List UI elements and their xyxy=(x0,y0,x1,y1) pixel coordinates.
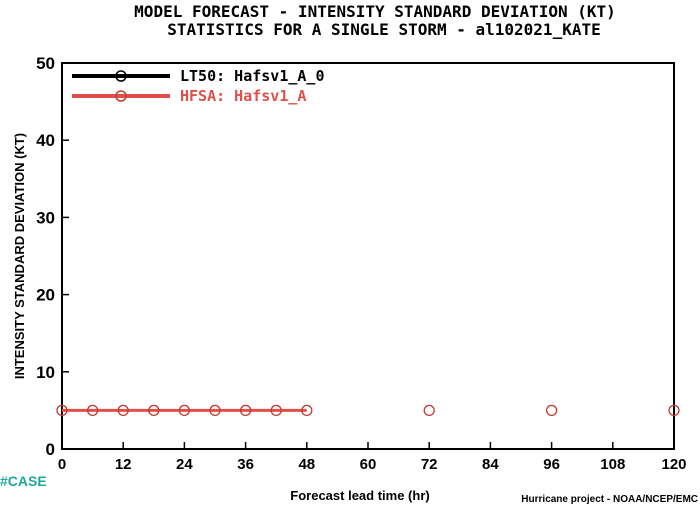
case-label: #CASE xyxy=(0,473,47,489)
x-tick-label: 96 xyxy=(543,456,560,473)
x-axis-label: Forecast lead time (hr) xyxy=(290,488,429,503)
y-tick-label: 40 xyxy=(36,131,55,150)
series-hfsa-point xyxy=(270,404,282,417)
chart-title: MODEL FORECAST - INTENSITY STANDARD DEVI… xyxy=(134,2,616,21)
y-tick-label: 10 xyxy=(36,363,55,382)
y-tick-label: 30 xyxy=(36,208,55,227)
x-tick-label: 24 xyxy=(176,456,193,473)
series-hfsa-point xyxy=(178,404,191,417)
series-hfsa-point xyxy=(239,404,252,417)
series-layer xyxy=(56,404,680,417)
series-hfsa-point xyxy=(423,404,435,417)
x-axis: 0 12 24 36 48 60 72 84 96 108 120 xyxy=(58,442,687,473)
series-hfsa-point xyxy=(117,404,129,417)
credit-text: Hurricane project - NOAA/NCEP/EMC xyxy=(521,494,698,505)
x-tick-label: 84 xyxy=(482,456,499,473)
legend-hfsa-marker xyxy=(115,90,127,102)
x-tick-label: 108 xyxy=(600,456,625,473)
y-tick-label: 20 xyxy=(36,286,55,305)
series-hfsa-point xyxy=(209,404,221,417)
series-hfsa-point xyxy=(301,404,313,417)
y-tick-label: 50 xyxy=(36,54,55,73)
series-hfsa-point xyxy=(545,404,558,417)
plot-frame xyxy=(61,62,675,450)
legend-lt50-label: LT50: Hafsv1_A_0 xyxy=(180,67,325,85)
legend-lt50-marker xyxy=(115,70,127,82)
chart-subtitle: STATISTICS FOR A SINGLE STORM - al102021… xyxy=(167,20,600,39)
series-hfsa-point xyxy=(668,404,680,417)
x-tick-label: 0 xyxy=(58,456,66,473)
y-tick-label: 0 xyxy=(46,440,55,459)
y-axis: 0 10 20 30 40 50 xyxy=(36,54,69,459)
x-tick-label: 48 xyxy=(298,456,315,473)
series-hfsa-point xyxy=(56,404,68,417)
legend: LT50: Hafsv1_A_0 HFSA: Hafsv1_A xyxy=(72,67,325,105)
y-axis-label: INTENSITY STANDARD DEVIATION (KT) xyxy=(12,133,27,379)
x-tick-label: 72 xyxy=(421,456,438,473)
x-tick-label: 36 xyxy=(237,456,254,473)
x-tick-label: 120 xyxy=(661,456,686,473)
legend-hfsa-label: HFSA: Hafsv1_A xyxy=(180,87,306,105)
series-hfsa-point xyxy=(148,404,160,417)
x-tick-label: 12 xyxy=(115,456,132,473)
x-tick-label: 60 xyxy=(360,456,377,473)
series-hfsa-point xyxy=(86,404,99,417)
